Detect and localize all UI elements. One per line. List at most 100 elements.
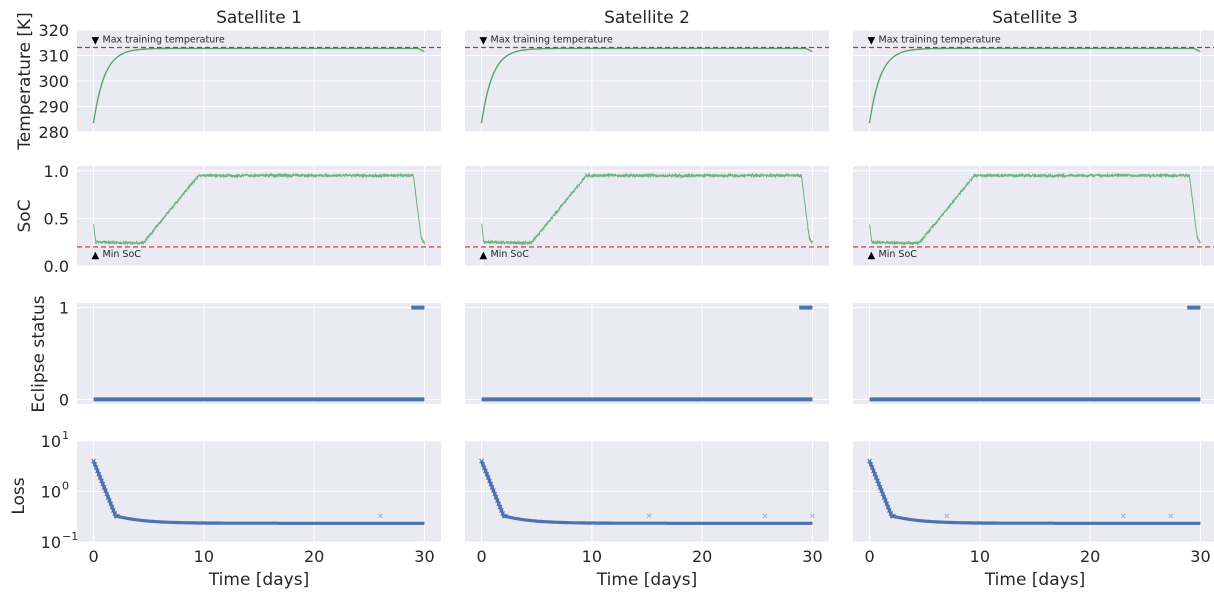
panel-loss-sat2: 0 10 20 30 bbox=[465, 440, 829, 566]
threshold-label: Max training temperature bbox=[879, 34, 1001, 45]
ylabel-loss: Loss bbox=[9, 477, 29, 514]
loss-marker bbox=[869, 465, 875, 471]
loss-marker bbox=[877, 485, 883, 490]
loss-marker bbox=[488, 481, 494, 487]
ytick-label: 280 bbox=[38, 123, 69, 142]
loss-marker bbox=[115, 513, 120, 519]
loss-marker bbox=[503, 513, 508, 519]
ytick-exponent: 0 bbox=[62, 480, 69, 493]
loss-marker bbox=[107, 498, 112, 503]
threshold-label: Min SoC bbox=[491, 249, 530, 260]
ytick-exponent: 1 bbox=[62, 429, 69, 442]
loss-marker bbox=[484, 471, 490, 477]
xtick-label: 30 bbox=[414, 547, 434, 566]
loss-marker bbox=[495, 498, 500, 503]
temperature-series bbox=[480, 47, 813, 124]
ytick-label: 10 bbox=[41, 533, 61, 552]
column-titles: Satellite 1 Satellite 2 Satellite 3 bbox=[216, 8, 1078, 28]
ytick-label: 0.0 bbox=[44, 257, 69, 276]
xtick-label: 10 bbox=[970, 547, 990, 566]
loss-marker bbox=[492, 491, 498, 497]
panel-soc-sat1: 0.0 0.5 1.0 ▲ Min SoC bbox=[44, 162, 441, 276]
temperature-series bbox=[92, 47, 425, 124]
xlabel-col-1: Time [days] bbox=[208, 570, 309, 590]
loss-marker bbox=[113, 513, 119, 519]
loss-marker bbox=[103, 488, 108, 493]
panel-loss-sat3: 0 10 20 30 bbox=[853, 440, 1214, 566]
ylabel-eclipse: Eclipse status bbox=[29, 295, 49, 412]
loss-marker bbox=[885, 504, 891, 510]
soc-series bbox=[481, 172, 813, 246]
ytick-label: 10 bbox=[41, 432, 61, 451]
loss-outlier-marker bbox=[762, 513, 768, 519]
panel-soc-sat3: ▲ Min SoC bbox=[853, 166, 1214, 267]
loss-outlier-marker bbox=[1168, 513, 1174, 519]
ylabel-soc: SoC bbox=[15, 199, 35, 232]
threshold-label: Max training temperature bbox=[491, 34, 613, 45]
loss-marker bbox=[108, 501, 114, 507]
row-y-labels: Temperature [K] SoC Eclipse status Loss bbox=[9, 12, 49, 514]
loss-marker bbox=[493, 494, 499, 500]
loss-marker bbox=[92, 462, 98, 467]
ytick-label: 10 bbox=[41, 483, 61, 502]
panel-background bbox=[853, 166, 1214, 266]
loss-marker bbox=[872, 471, 878, 477]
loss-marker bbox=[481, 465, 487, 471]
ytick-label: 300 bbox=[38, 72, 69, 91]
xtick-label: 20 bbox=[304, 547, 324, 566]
loss-marker bbox=[479, 458, 484, 464]
threshold-marker: ▼ bbox=[868, 35, 876, 46]
xtick-label: 10 bbox=[582, 547, 602, 566]
loss-marker bbox=[880, 491, 886, 497]
xlabel-col-2: Time [days] bbox=[596, 570, 697, 590]
soc-series bbox=[869, 172, 1201, 246]
loss-marker bbox=[887, 507, 892, 513]
xtick-label: 10 bbox=[194, 547, 214, 566]
loss-marker bbox=[485, 475, 491, 480]
panel-background bbox=[853, 303, 1214, 404]
panel-background bbox=[465, 303, 829, 404]
panel-eclipse-sat1: 01 bbox=[59, 299, 441, 409]
ytick-label: 0 bbox=[59, 390, 69, 409]
loss-marker bbox=[483, 468, 488, 474]
panel-background bbox=[77, 303, 441, 404]
loss-marker bbox=[889, 513, 895, 519]
loss-marker bbox=[93, 465, 99, 471]
panel-temperature-sat1: 280 290 300 310 320 ▼ Max training temperature bbox=[38, 21, 441, 142]
xtick-label: 20 bbox=[692, 547, 712, 566]
threshold-marker: ▼ bbox=[480, 35, 488, 46]
loss-outlier-marker bbox=[810, 513, 815, 519]
loss-marker bbox=[875, 478, 880, 484]
panel-background bbox=[77, 166, 441, 266]
xtick-label: 0 bbox=[864, 547, 874, 566]
xtick-label: 30 bbox=[1190, 547, 1210, 566]
loss-marker bbox=[491, 488, 496, 493]
soc-series bbox=[93, 172, 425, 246]
ytick-label: 0.5 bbox=[44, 209, 69, 228]
loss-marker bbox=[873, 475, 879, 480]
panel-temperature-sat3: ▼ Max training temperature bbox=[853, 29, 1214, 133]
threshold-label: Max training temperature bbox=[103, 34, 225, 45]
loss-marker bbox=[496, 501, 502, 507]
ytick-exponent: −1 bbox=[62, 530, 78, 543]
loss-series bbox=[92, 460, 425, 525]
loss-marker bbox=[881, 494, 887, 500]
loss-marker bbox=[867, 458, 872, 464]
xtick-label: 0 bbox=[476, 547, 486, 566]
xtick-label: 30 bbox=[802, 547, 822, 566]
loss-outlier-marker bbox=[944, 513, 950, 519]
loss-outlier-marker bbox=[646, 513, 652, 519]
loss-marker bbox=[91, 458, 96, 464]
ytick-label: 290 bbox=[38, 98, 69, 117]
panel-eclipse-sat3 bbox=[853, 303, 1214, 404]
loss-marker bbox=[109, 504, 115, 510]
panel-eclipse-sat2 bbox=[465, 303, 829, 404]
loss-outlier-marker bbox=[377, 513, 383, 519]
ytick-label: 1 bbox=[59, 299, 69, 318]
loss-marker bbox=[95, 468, 100, 474]
loss-marker bbox=[96, 471, 102, 477]
loss-marker bbox=[883, 498, 888, 503]
loss-marker bbox=[868, 462, 874, 467]
loss-marker bbox=[884, 501, 890, 507]
loss-marker bbox=[100, 481, 106, 487]
